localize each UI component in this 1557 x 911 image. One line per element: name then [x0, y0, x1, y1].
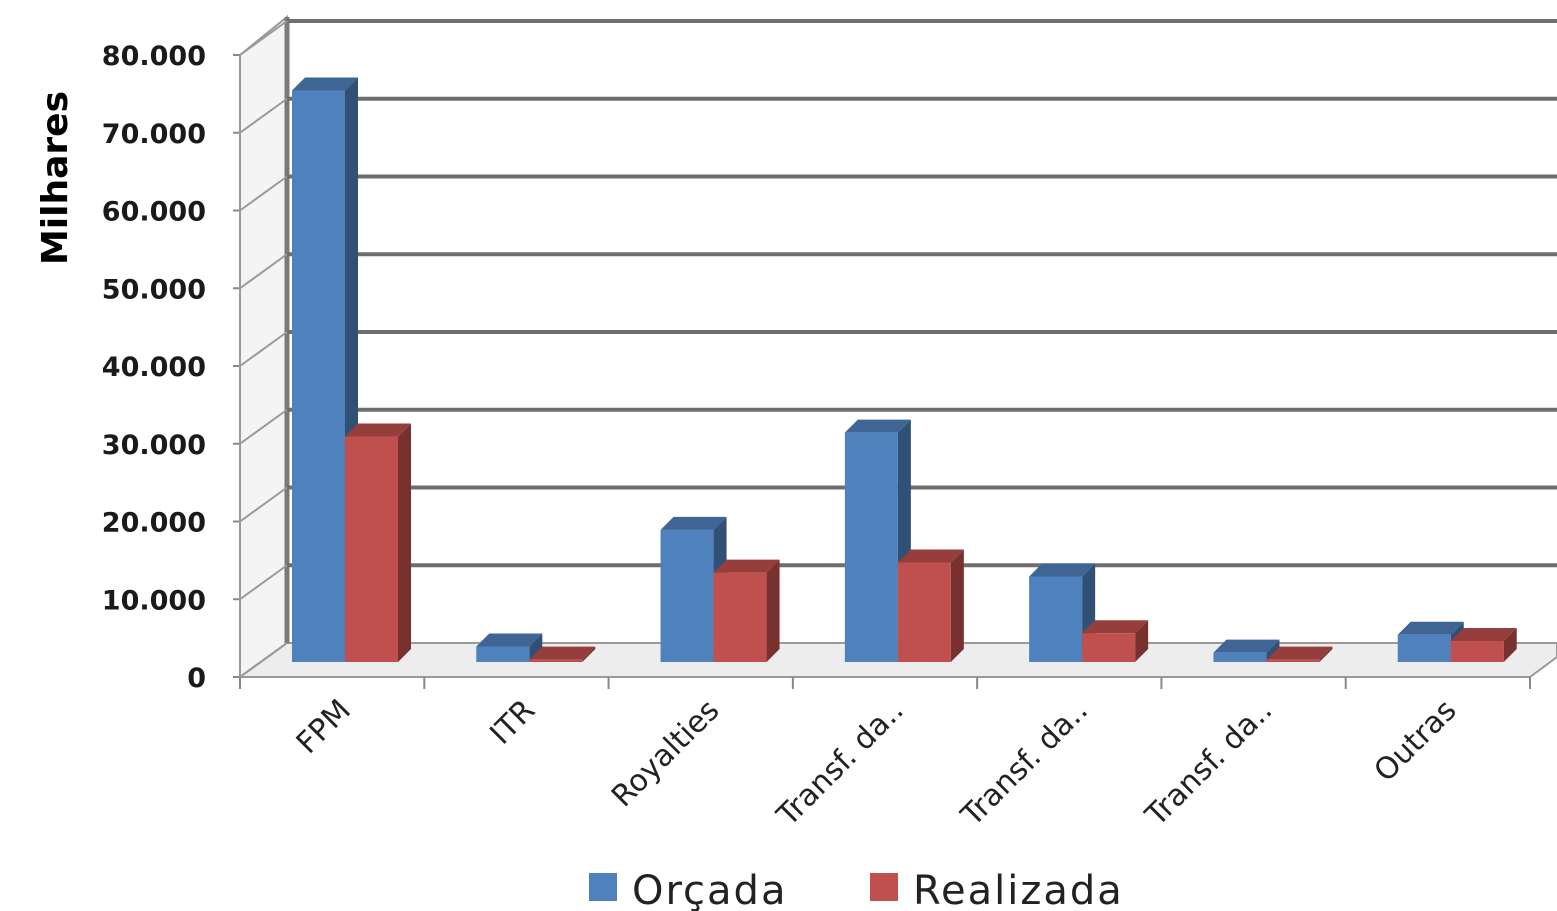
y-tick-label: 70.000	[102, 119, 206, 150]
gridline-side	[239, 20, 288, 56]
bar-realizada-5-side	[1319, 646, 1333, 662]
bar-realizada-5	[1266, 646, 1333, 662]
x-tick-labels: FPM ITR Royalties Transf. da.. Transf. da.. T…	[290, 693, 1464, 834]
y-tick-label: 10.000	[102, 585, 206, 616]
bar-realizada-5-top	[1266, 646, 1333, 660]
bar-realizada-3-side	[950, 549, 964, 662]
bar-orada-4-front	[1029, 576, 1083, 662]
y-tick-label: 30.000	[102, 430, 206, 461]
bar-orada-1-side	[529, 633, 543, 662]
gridline-side	[239, 408, 288, 445]
legend-swatch-realizada	[870, 873, 898, 901]
bar-realizada-0-top	[345, 423, 411, 437]
bar-realizada-1-top	[529, 646, 596, 660]
y-axis-label: Milhares	[35, 91, 76, 265]
bar-orada-1-front	[476, 646, 530, 662]
bar-realizada-6-side	[1503, 628, 1517, 662]
x-tick-label: Outras	[1368, 693, 1464, 789]
gridline-side	[239, 564, 288, 601]
bar-realizada-6-front	[1450, 641, 1504, 662]
legend-label-orcada: Orçada	[632, 868, 787, 911]
bar-realizada-0-front	[345, 436, 398, 662]
bar-orada-0-front	[292, 90, 345, 663]
bar-realizada-4-front	[1082, 633, 1136, 662]
bar-orada-3-front	[844, 432, 898, 662]
bar-realizada-2-top	[713, 559, 780, 573]
bar-orada-1	[476, 633, 543, 662]
bar-realizada-4	[1082, 620, 1149, 662]
bar-realizada-6	[1450, 628, 1517, 662]
legend-swatch-orcada	[589, 873, 617, 901]
bars	[292, 77, 1517, 663]
y-tick-label: 80.000	[102, 41, 206, 72]
bar-orada-3-top	[844, 419, 911, 433]
bar-realizada-0-side	[398, 423, 411, 662]
bar-realizada-3-top	[897, 549, 964, 563]
gridlines	[239, 19, 1557, 678]
bar-realizada-1-front	[529, 659, 583, 662]
y-tick-label: 0	[187, 663, 206, 694]
y-tick-label: 60.000	[102, 197, 206, 228]
x-tick-label: ITR	[483, 693, 542, 752]
bar-orada-4-top	[1029, 563, 1096, 577]
bar-orada-6-front	[1397, 634, 1451, 662]
y-tick-label: 40.000	[102, 352, 206, 383]
legend-label-realizada: Realizada	[913, 868, 1124, 911]
bar-realizada-2-side	[766, 559, 780, 662]
bar-orada-5-top	[1213, 639, 1280, 653]
bar-realizada-6-top	[1450, 628, 1517, 642]
bar-realizada-5-front	[1266, 659, 1320, 662]
bar-orada-1-top	[476, 633, 543, 647]
y-tick-label: 20.000	[102, 508, 206, 539]
gridline-side	[239, 253, 288, 290]
x-tick-label: Transf. da..	[954, 693, 1095, 834]
bar-realizada-4-top	[1082, 620, 1149, 634]
gridline-side	[239, 642, 288, 678]
bar-orada-6	[1397, 621, 1464, 662]
bar-realizada-1	[529, 646, 596, 662]
gridline-side	[239, 97, 288, 134]
gridline-side	[239, 175, 288, 212]
bar-orada-2-top	[660, 516, 727, 530]
bar-realizada-2-front	[713, 572, 767, 662]
bar-realizada-0	[345, 423, 411, 662]
y-tick-label: 50.000	[102, 274, 206, 305]
bar-orada-0-top	[292, 77, 358, 91]
bar-realizada-3	[897, 549, 964, 662]
x-tick-label: FPM	[290, 693, 358, 761]
gridline-side	[239, 331, 288, 367]
bar-realizada-2	[713, 559, 780, 662]
gridline-side	[239, 486, 288, 523]
bar-orada-2-front	[660, 529, 714, 662]
legend: Orçada Realizada	[589, 868, 1124, 911]
y-tick-labels: 0 10.000 20.000 30.000 40.000 50.000 60.000 70.…	[102, 41, 206, 694]
bar-realizada-3-front	[897, 562, 951, 662]
axes	[233, 54, 1531, 689]
x-tick-label: Transf. da..	[770, 693, 911, 834]
bar-orada-6-top	[1397, 621, 1464, 635]
bar-realizada-1-side	[582, 646, 596, 662]
x-tick-label: Transf. da..	[1138, 693, 1279, 834]
bar-realizada-4-side	[1135, 620, 1149, 662]
x-tick-label: Royalties	[605, 693, 726, 814]
bar-orada-5-front	[1213, 652, 1267, 662]
